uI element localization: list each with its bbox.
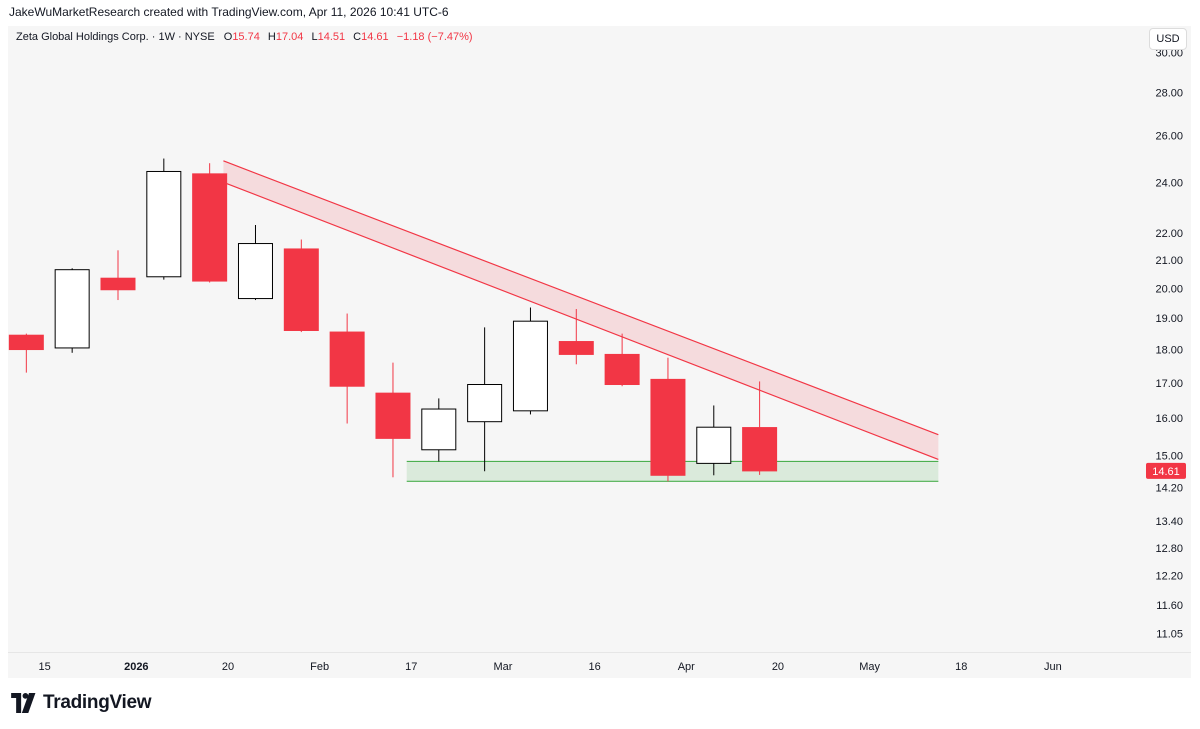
candle-body-down	[650, 378, 686, 476]
chart-pane[interactable]	[8, 26, 1191, 652]
x-tick-label: 20	[772, 661, 784, 673]
x-tick-label: Feb	[310, 661, 329, 673]
change-value: −1.18 (−7.47%)	[396, 31, 473, 43]
x-tick-label: Apr	[678, 661, 695, 673]
x-tick-label: 15	[39, 661, 51, 673]
symbol-legend: Zeta Global Holdings Corp. · 1W · NYSE O…	[16, 31, 478, 43]
candle-body-down	[742, 427, 778, 472]
resistance-channel-lower-line	[223, 181, 939, 461]
x-tick-label: May	[859, 661, 880, 673]
high-value: 17.04	[275, 31, 304, 43]
candle-body-down	[100, 277, 136, 291]
y-tick-label: 18.00	[1155, 345, 1183, 357]
y-tick-label: 22.00	[1155, 228, 1183, 240]
y-tick-label: 24.00	[1155, 177, 1183, 189]
candle-body-up	[237, 243, 273, 300]
candle-body-up	[512, 320, 548, 412]
x-tick-label: 20	[222, 661, 234, 673]
y-tick-label: 12.20	[1155, 571, 1183, 583]
currency-button[interactable]: USD	[1149, 28, 1187, 50]
candle-body-down	[375, 392, 411, 439]
candle-body-up	[54, 269, 90, 349]
resistance-channel-fill	[223, 160, 939, 460]
candle-body-up	[467, 384, 503, 423]
candle-body-down	[558, 341, 594, 355]
chart-credit: JakeWuMarketResearch created with Tradin…	[9, 5, 449, 19]
candle-body-down	[192, 173, 228, 282]
y-tick-label: 30.00	[1155, 48, 1183, 60]
resistance-channel-upper-line	[223, 160, 939, 436]
x-tick-label: Jun	[1044, 661, 1062, 673]
y-tick-label: 16.00	[1155, 413, 1183, 425]
candle-body-down	[283, 248, 319, 331]
x-tick-label: 18	[955, 661, 967, 673]
y-tick-label: 11.60	[1156, 600, 1183, 612]
y-tick-label: 14.20	[1155, 482, 1183, 494]
y-tick-label: 28.00	[1155, 88, 1183, 100]
y-tick-label: 19.00	[1155, 313, 1183, 325]
symbol-title: Zeta Global Holdings Corp. · 1W · NYSE	[16, 31, 215, 43]
x-tick-label: Mar	[493, 661, 512, 673]
close-label: C	[353, 31, 362, 43]
x-tick-label: 2026	[124, 661, 148, 673]
candle-body-down	[329, 331, 365, 387]
y-tick-label: 12.80	[1155, 543, 1183, 555]
close-value: 14.61	[361, 31, 389, 43]
y-tick-label: 11.05	[1156, 628, 1183, 640]
open-label: O	[223, 31, 233, 43]
x-tick-label: 17	[405, 661, 417, 673]
low-label: L	[311, 31, 318, 43]
candle-body-up	[421, 408, 457, 451]
last-price-badge	[1146, 462, 1186, 479]
y-tick-label: 21.00	[1155, 255, 1183, 267]
candle-body-up	[146, 170, 182, 278]
tradingview-logo-icon	[11, 693, 36, 713]
y-tick-label: 20.00	[1155, 283, 1183, 295]
high-label: H	[267, 31, 276, 43]
tradingview-wordmark: TradingView	[43, 692, 152, 713]
y-tick-label: 13.40	[1155, 516, 1183, 528]
last-price-label: 14.61	[1152, 466, 1180, 478]
time-axis[interactable]	[8, 652, 1191, 678]
candle-body-up	[696, 426, 732, 464]
y-tick-label: 15.00	[1155, 451, 1183, 463]
low-value: 14.51	[317, 31, 346, 43]
candle-body-down	[604, 353, 640, 386]
open-value: 15.74	[232, 31, 260, 43]
tradingview-brand: TradingView	[9, 692, 152, 714]
y-tick-label: 26.00	[1155, 131, 1183, 143]
candle-body-down	[8, 334, 44, 351]
y-tick-label: 17.00	[1155, 378, 1183, 390]
x-tick-label: 16	[588, 661, 600, 673]
